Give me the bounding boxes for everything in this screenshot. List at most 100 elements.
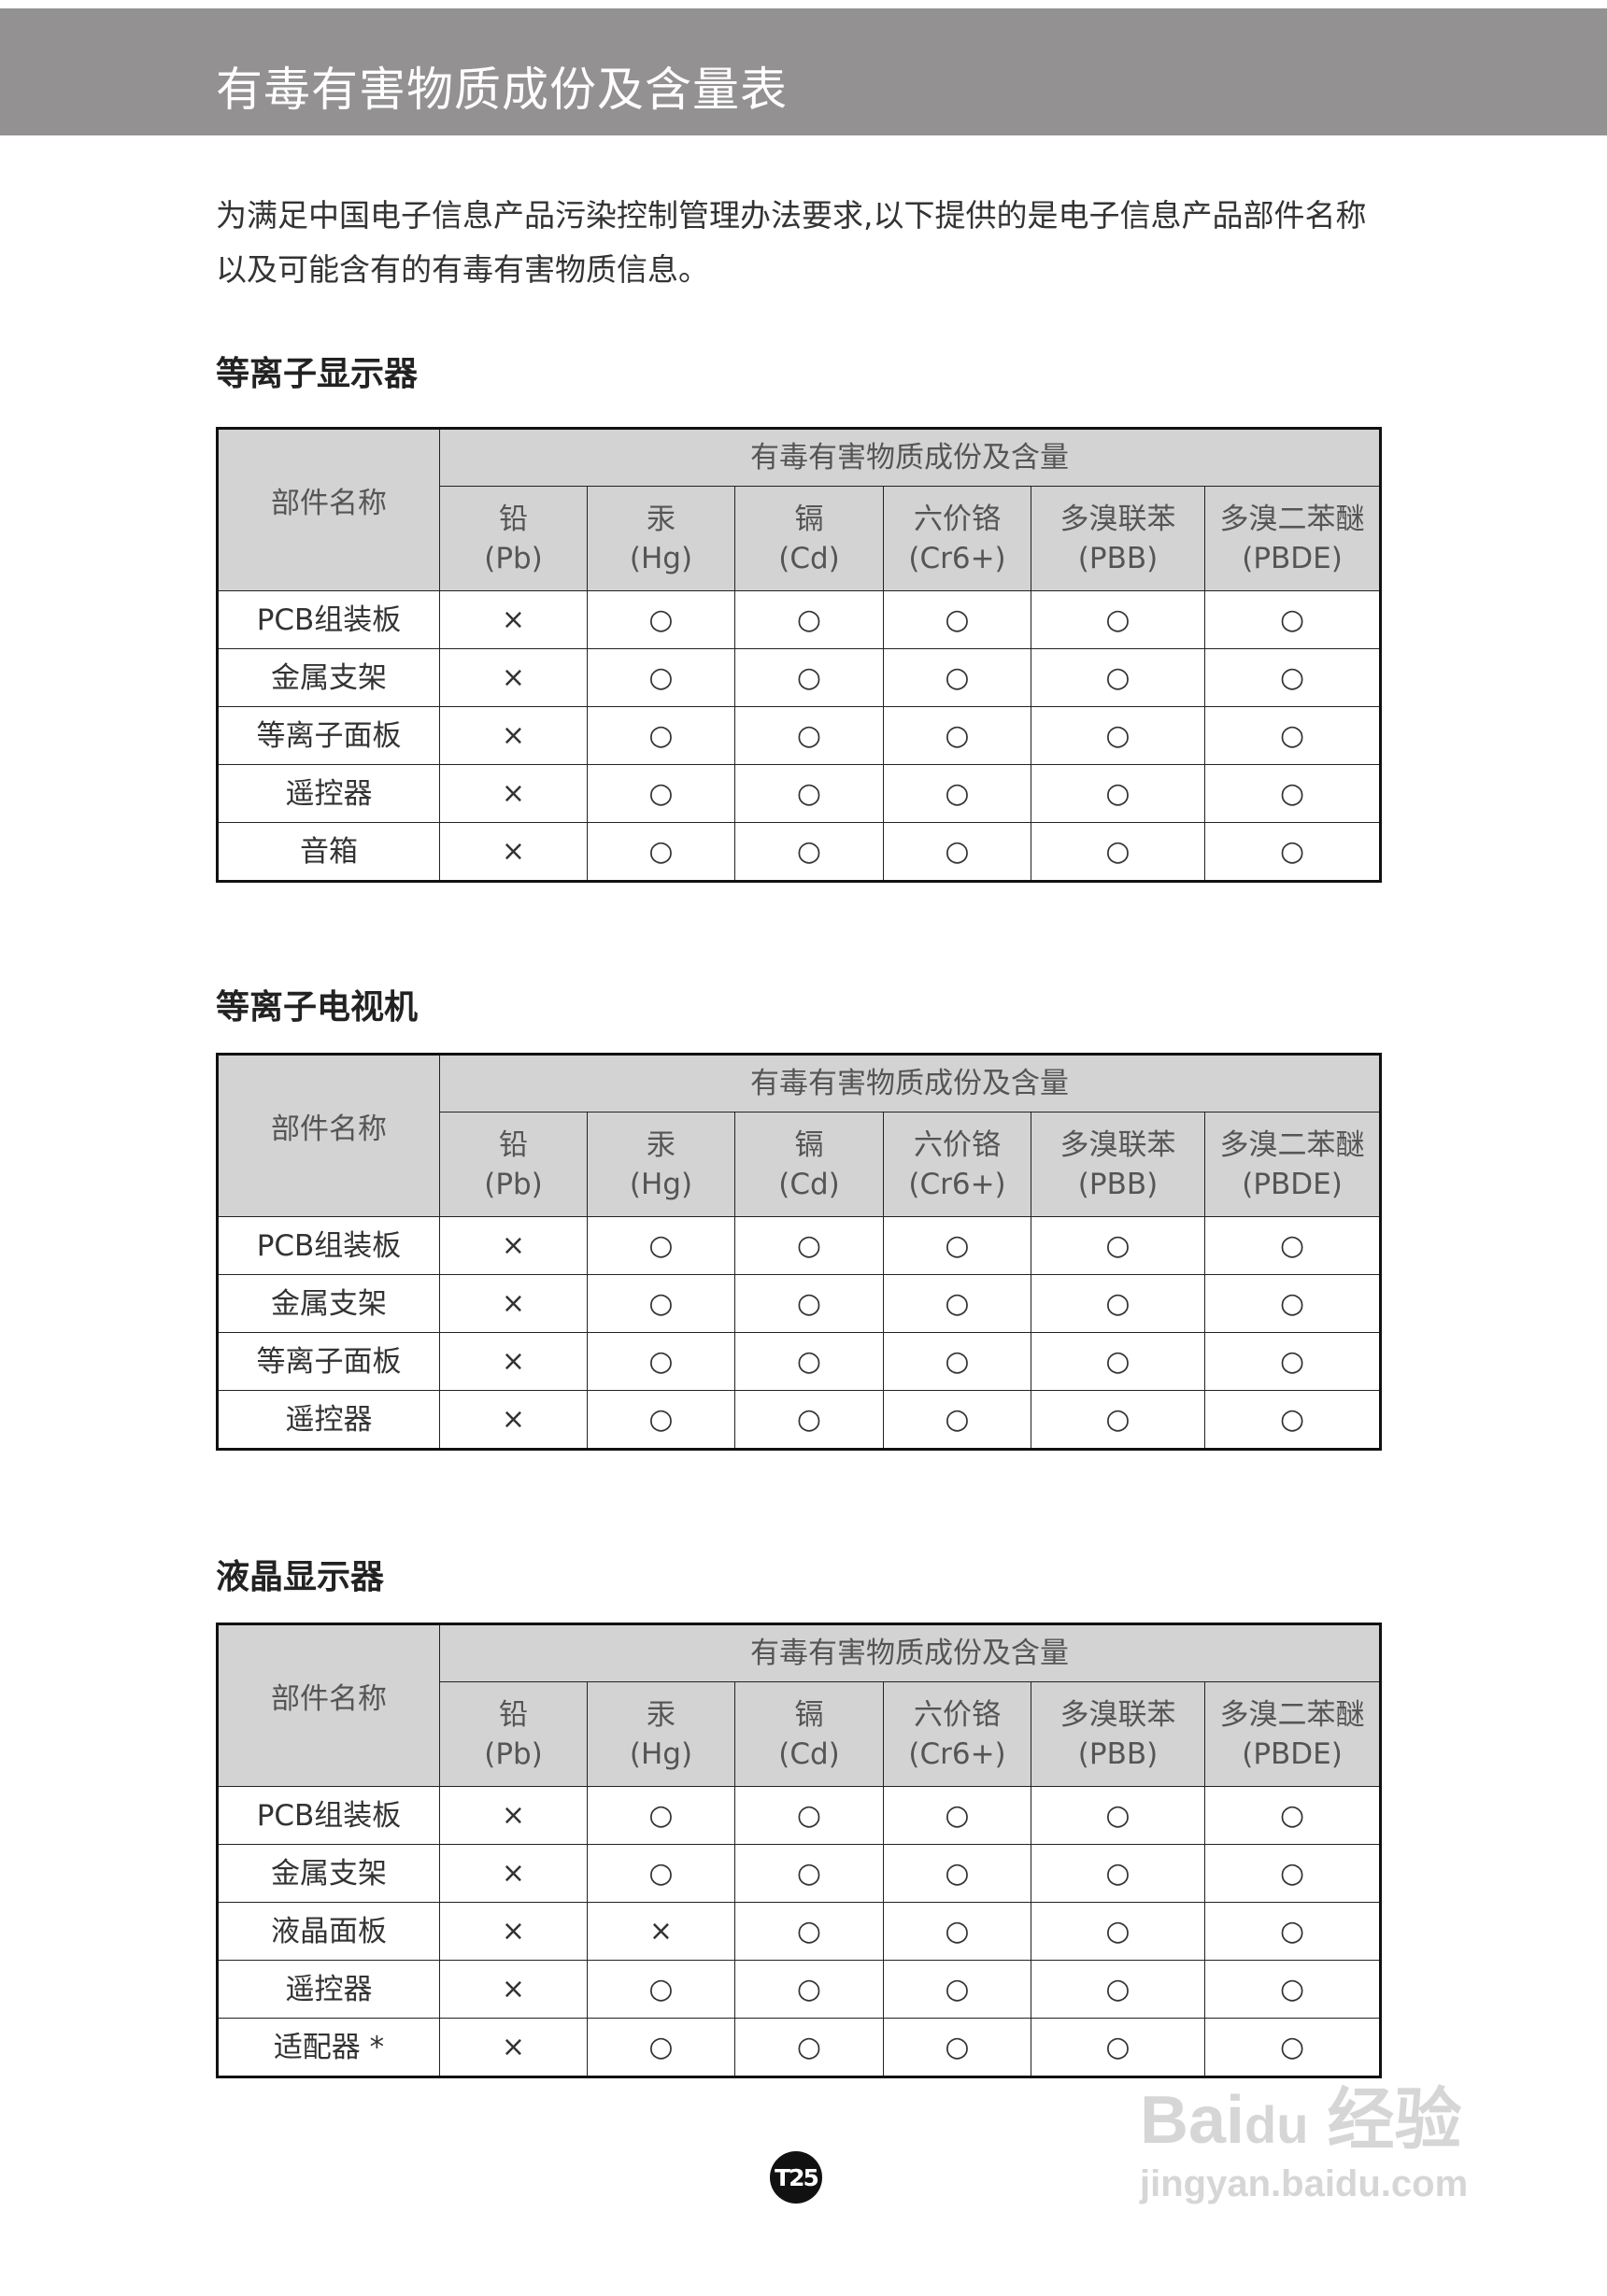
table-row: PCB组装板 × ○ ○ ○ ○ ○ bbox=[217, 1216, 1382, 1275]
substance-header: 汞 (Hg) bbox=[587, 486, 735, 591]
substance-symbol: (Cd) bbox=[778, 541, 840, 575]
substance-value-cell: × bbox=[439, 1960, 588, 2019]
substance-value-cell: ○ bbox=[587, 1390, 735, 1450]
table-row: 音箱 × ○ ○ ○ ○ ○ bbox=[217, 822, 1382, 882]
table-row: PCB组装板 × ○ ○ ○ ○ ○ bbox=[217, 590, 1382, 649]
section-title: 等离子显示器 bbox=[216, 355, 419, 393]
part-name-cell: 等离子面板 bbox=[217, 706, 440, 765]
substance-symbol: (PBB) bbox=[1077, 1167, 1159, 1201]
substance-value-cell: ○ bbox=[1203, 706, 1382, 765]
substance-value-cell: ○ bbox=[1203, 1786, 1382, 1845]
substance-value-cell: ○ bbox=[883, 590, 1031, 649]
substance-value-cell: ○ bbox=[734, 648, 884, 707]
table-row: 等离子面板 × ○ ○ ○ ○ ○ bbox=[217, 1332, 1382, 1391]
substance-value-cell: ○ bbox=[1031, 706, 1205, 765]
substance-symbol: (Hg) bbox=[629, 1736, 693, 1771]
substance-value-cell: ○ bbox=[1031, 1216, 1205, 1275]
substance-name: 镉 bbox=[794, 1697, 824, 1732]
substance-header-row: 铅 (Pb) 汞 (Hg) 镉 (Cd) 六价铬 (Cr6+) 多溴联苯 (PBB) 多溴二苯醚 (P… bbox=[218, 1112, 1382, 1217]
substance-value-cell: ○ bbox=[734, 1960, 884, 2019]
substance-value-cell: × bbox=[439, 590, 588, 649]
substance-group-header: 有毒有害物质成份及含量 bbox=[438, 428, 1382, 487]
substance-value-cell: ○ bbox=[734, 1332, 884, 1391]
substance-value-cell: ○ bbox=[1031, 822, 1205, 882]
part-name-header: 部件名称 bbox=[217, 1054, 440, 1217]
substance-value-cell: ○ bbox=[883, 1216, 1031, 1275]
substance-value-cell: ○ bbox=[1203, 764, 1382, 823]
part-name-cell: 金属支架 bbox=[217, 1844, 440, 1903]
substance-value-cell: ○ bbox=[1031, 1332, 1205, 1391]
substance-symbol: (PBB) bbox=[1077, 541, 1159, 575]
table-row: 金属支架 × ○ ○ ○ ○ ○ bbox=[217, 1274, 1382, 1333]
substance-name: 铅 bbox=[499, 1697, 528, 1732]
substance-symbol: (Pb) bbox=[484, 541, 543, 575]
substance-name: 六价铬 bbox=[914, 502, 1001, 536]
substance-symbol: (PBDE) bbox=[1242, 1736, 1343, 1771]
substance-table: 部件名称 有毒有害物质成份及含量铅 (Pb) 汞 (Hg) 镉 (Cd) 六价铬 (Cr6+) 多… bbox=[216, 1053, 1383, 1451]
substance-header: 铅 (Pb) bbox=[439, 486, 588, 591]
substance-header: 汞 (Hg) bbox=[587, 1112, 735, 1217]
substance-header: 六价铬 (Cr6+) bbox=[883, 1681, 1031, 1787]
substance-value-cell: ○ bbox=[587, 2018, 735, 2077]
substance-value-cell: ○ bbox=[1203, 1216, 1382, 1275]
substance-value-cell: × bbox=[439, 1844, 588, 1903]
substance-value-cell: ○ bbox=[883, 648, 1031, 707]
substance-value-cell: ○ bbox=[587, 1332, 735, 1391]
substance-value-cell: ○ bbox=[883, 1390, 1031, 1450]
section-title: 液晶显示器 bbox=[216, 1558, 385, 1596]
substance-value-cell: ○ bbox=[1203, 2018, 1382, 2077]
substance-symbol: (Cr6+) bbox=[908, 1167, 1006, 1201]
substance-header: 镉 (Cd) bbox=[734, 1112, 884, 1217]
substance-value-cell: × bbox=[439, 1390, 588, 1450]
substance-value-cell: ○ bbox=[587, 1216, 735, 1275]
intro-paragraph: 为满足中国电子信息产品污染控制管理办法要求,以下提供的是电子信息产品部件名称以及… bbox=[216, 197, 1367, 288]
header-band bbox=[0, 8, 1607, 135]
part-name-header: 部件名称 bbox=[217, 428, 440, 591]
substance-value-cell: ○ bbox=[1031, 1390, 1205, 1450]
table-row: 金属支架 × ○ ○ ○ ○ ○ bbox=[217, 648, 1382, 707]
substance-symbol: (Cr6+) bbox=[908, 541, 1006, 575]
substance-symbol: (Cr6+) bbox=[908, 1736, 1006, 1771]
substance-header: 六价铬 (Cr6+) bbox=[883, 1112, 1031, 1217]
substance-value-cell: ○ bbox=[587, 764, 735, 823]
table-row: 遥控器 × ○ ○ ○ ○ ○ bbox=[217, 764, 1382, 823]
substance-value-cell: ○ bbox=[734, 1786, 884, 1845]
substance-name: 汞 bbox=[647, 1697, 676, 1732]
substance-value-cell: ○ bbox=[883, 1786, 1031, 1845]
part-name-cell: PCB组装板 bbox=[217, 1786, 440, 1845]
substance-value-cell: ○ bbox=[883, 2018, 1031, 2077]
substance-name: 六价铬 bbox=[914, 1127, 1001, 1162]
part-name-cell: PCB组装板 bbox=[217, 590, 440, 649]
part-name-cell: 金属支架 bbox=[217, 648, 440, 707]
substance-header: 铅 (Pb) bbox=[439, 1112, 588, 1217]
part-name-cell: 液晶面板 bbox=[217, 1902, 440, 1961]
substance-value-cell: ○ bbox=[1203, 648, 1382, 707]
substance-value-cell: ○ bbox=[587, 1844, 735, 1903]
substance-header: 多溴联苯 (PBB) bbox=[1031, 486, 1205, 591]
substance-value-cell: ○ bbox=[1031, 648, 1205, 707]
table-row: 等离子面板 × ○ ○ ○ ○ ○ bbox=[217, 706, 1382, 765]
substance-value-cell: ○ bbox=[1203, 1332, 1382, 1391]
substance-value-cell: ○ bbox=[587, 706, 735, 765]
substance-symbol: (PBB) bbox=[1077, 1736, 1159, 1771]
substance-value-cell: ○ bbox=[1203, 822, 1382, 882]
substance-value-cell: ○ bbox=[1031, 1786, 1205, 1845]
substance-value-cell: ○ bbox=[734, 1216, 884, 1275]
substance-value-cell: ○ bbox=[734, 1844, 884, 1903]
substance-symbol: (Hg) bbox=[629, 1167, 693, 1201]
substance-value-cell: ○ bbox=[1031, 1902, 1205, 1961]
substance-symbol: (Hg) bbox=[629, 541, 693, 575]
table-row: 金属支架 × ○ ○ ○ ○ ○ bbox=[217, 1844, 1382, 1903]
substance-symbol: (Pb) bbox=[484, 1736, 543, 1771]
substance-name: 镉 bbox=[794, 1127, 824, 1162]
substance-name: 汞 bbox=[647, 1127, 676, 1162]
table-row: PCB组装板 × ○ ○ ○ ○ ○ bbox=[217, 1786, 1382, 1845]
table-row: 液晶面板 × × ○ ○ ○ ○ bbox=[217, 1902, 1382, 1961]
substance-header: 多溴二苯醚 (PBDE) bbox=[1203, 486, 1382, 591]
part-name-cell: PCB组装板 bbox=[217, 1216, 440, 1275]
substance-value-cell: ○ bbox=[1031, 764, 1205, 823]
substance-name: 多溴联苯 bbox=[1059, 502, 1176, 536]
table-row: 遥控器 × ○ ○ ○ ○ ○ bbox=[217, 1390, 1382, 1450]
substance-name: 六价铬 bbox=[914, 1697, 1001, 1732]
table-row: 遥控器 × ○ ○ ○ ○ ○ bbox=[217, 1960, 1382, 2019]
